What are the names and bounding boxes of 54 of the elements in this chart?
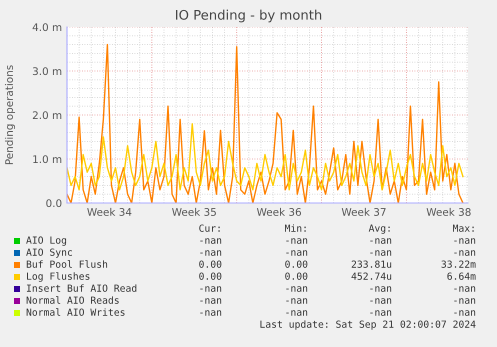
text: 233.81u	[352, 260, 392, 268]
text: 0.00	[285, 272, 308, 280]
text: -nan	[286, 250, 308, 256]
text: 0.00	[199, 260, 222, 268]
text: Cur:	[199, 224, 220, 232]
legend-label: Normal AIO Reads	[26, 296, 119, 304]
text: -nan	[200, 298, 222, 304]
line-series	[67, 123, 464, 190]
line-series	[67, 44, 464, 203]
text: 6.64m	[447, 272, 476, 280]
text: -nan	[454, 310, 476, 316]
text: Min:	[284, 224, 306, 232]
legend-label: AIO Log	[26, 236, 66, 246]
text: -nan	[454, 250, 476, 256]
legend-label: Log Flushes	[27, 272, 90, 282]
text: -nan	[200, 286, 222, 292]
text: -nan	[286, 310, 308, 316]
text: -nan	[286, 238, 308, 244]
y-tick-label: 0.0	[46, 199, 62, 208]
text: -nan	[286, 298, 308, 304]
text: 452.74u	[352, 272, 392, 280]
text: -nan	[286, 286, 308, 292]
legend-label: Insert Buf AIO Read	[26, 284, 136, 292]
text: -nan	[200, 310, 222, 316]
text: 33.22m	[442, 260, 476, 268]
x-tick-label: Week 36	[256, 208, 302, 216]
legend-label: Buf Pool Flush	[26, 260, 108, 268]
legend-label: Normal AIO Writes	[26, 308, 125, 316]
x-tick-label: Week 34	[87, 208, 132, 216]
text: -nan	[370, 238, 392, 244]
text: -nan	[454, 238, 476, 244]
text: 0.00	[285, 260, 308, 268]
text: Last update: Sat Sep 21 02:00:07 2024	[260, 320, 476, 330]
y-tick-label: 3.0 m	[32, 67, 62, 76]
text: Max:	[452, 224, 474, 232]
x-tick-label: Week 37	[342, 208, 386, 216]
text: -nan	[370, 298, 392, 304]
text: -nan	[454, 298, 476, 304]
text: 0.00	[199, 272, 222, 280]
text: -nan	[200, 250, 222, 256]
x-tick-label: Week 35	[172, 208, 216, 216]
text: -nan	[370, 286, 392, 292]
y-tick-label: 1.0 m	[33, 155, 62, 164]
chart-title: IO Pending - by month	[176, 10, 322, 22]
text: Avg:	[368, 224, 390, 234]
text: -nan	[370, 310, 392, 316]
y-tick-label: 4.0 m	[32, 23, 62, 32]
legend-label: AIO Sync	[26, 248, 72, 258]
y-tick-label: 2.0 m	[32, 111, 62, 120]
x-tick-label: Week 38	[426, 208, 471, 216]
text: -nan	[370, 250, 392, 256]
text: -nan	[454, 286, 476, 292]
text: -nan	[200, 238, 222, 244]
y-axis-title: Pending operations	[4, 65, 16, 164]
